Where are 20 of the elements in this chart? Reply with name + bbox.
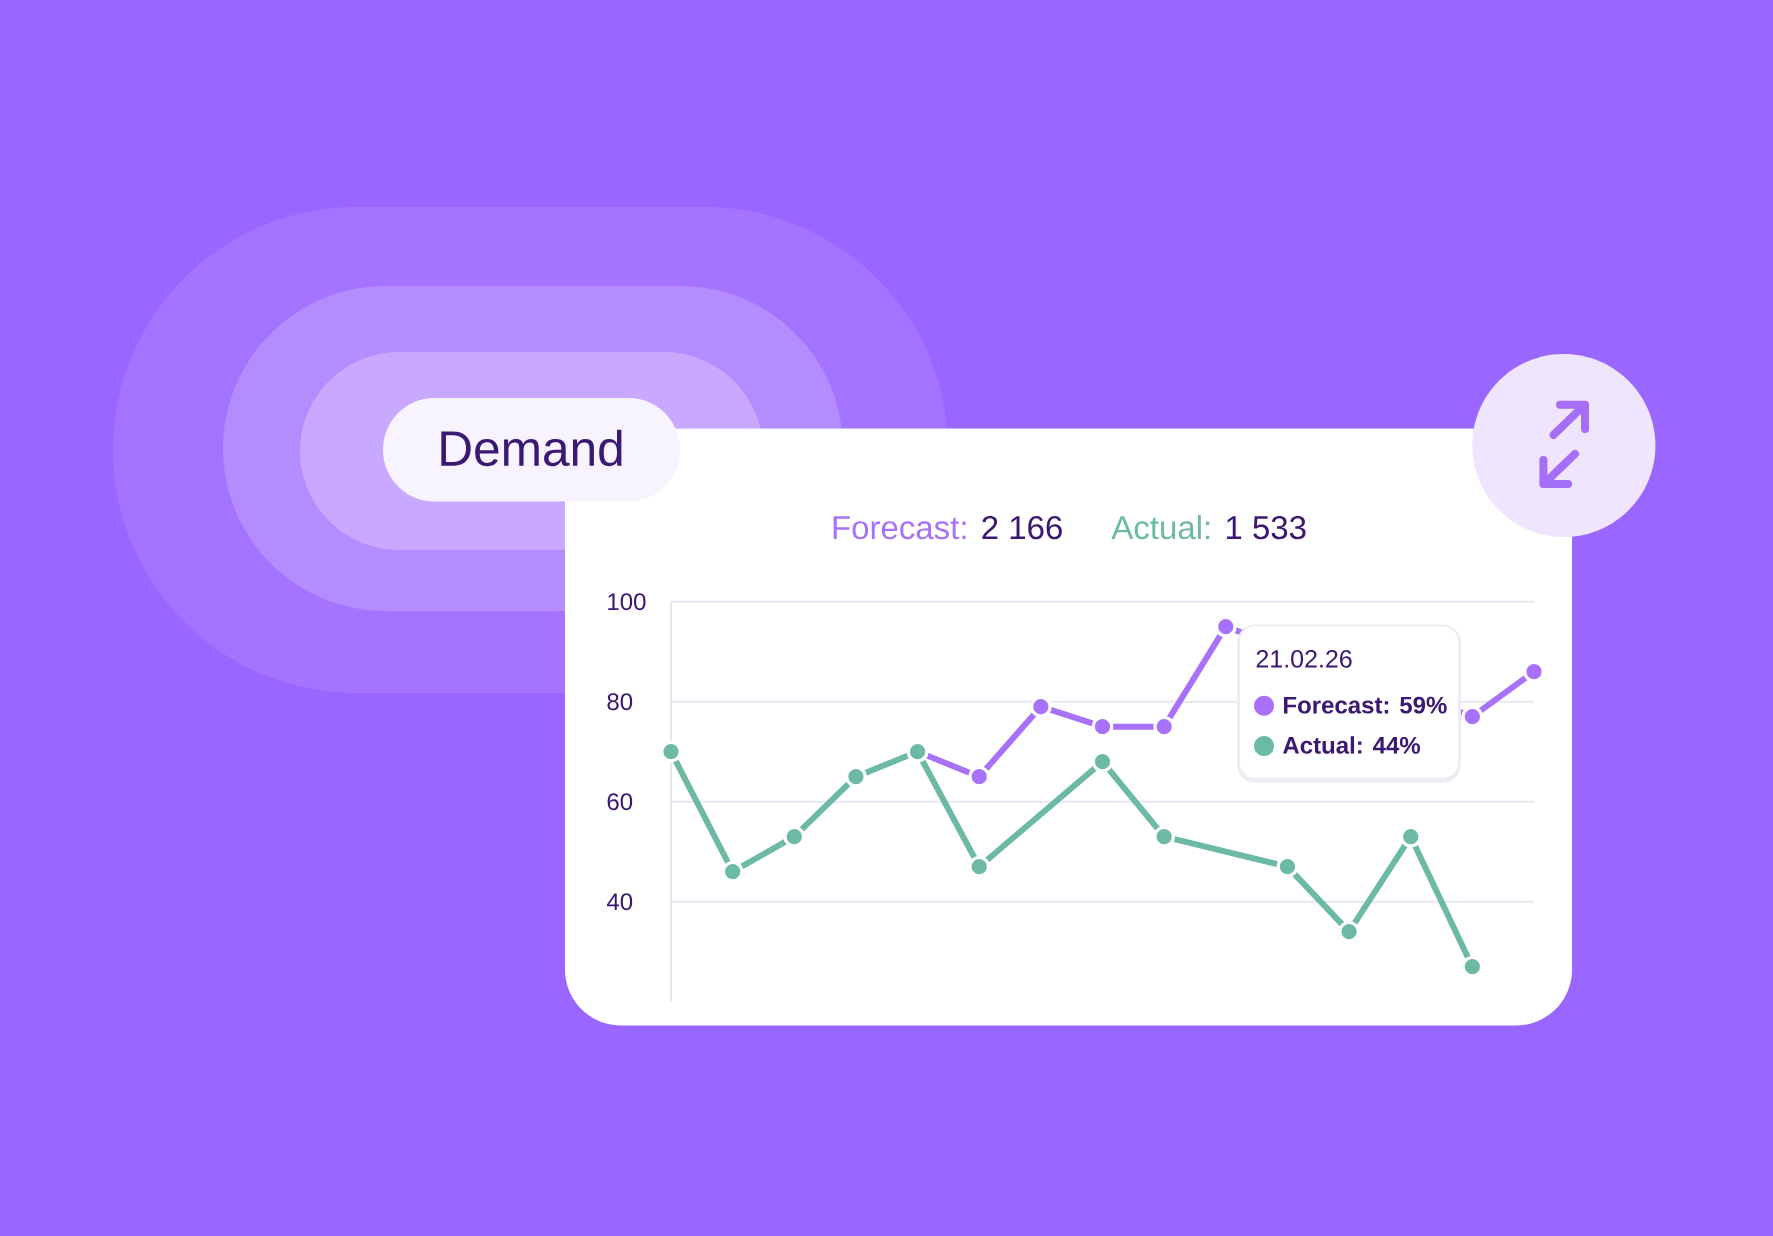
point	[1153, 715, 1175, 738]
text: 1 533	[1226, 515, 1306, 540]
point	[783, 825, 806, 848]
point	[1461, 705, 1484, 728]
chart-title: Demand	[441, 429, 622, 467]
point	[1153, 825, 1175, 848]
text: Actual:	[1111, 515, 1210, 540]
y-tick-label: 60	[607, 793, 633, 811]
annotation: Forecast: 59%	[1284, 696, 1447, 714]
y-tick-label: 80	[607, 693, 633, 711]
point	[968, 765, 991, 788]
text: Forecast:	[833, 516, 966, 540]
y-tick-label: 40	[606, 893, 633, 911]
text: 2 166	[982, 515, 1062, 540]
point	[1338, 920, 1360, 943]
annotation: Actual: 44%	[1283, 736, 1421, 754]
point	[968, 855, 991, 878]
y-tick-label: 100	[608, 593, 646, 611]
annotation: 21.02.26	[1256, 650, 1352, 668]
point	[660, 740, 682, 763]
